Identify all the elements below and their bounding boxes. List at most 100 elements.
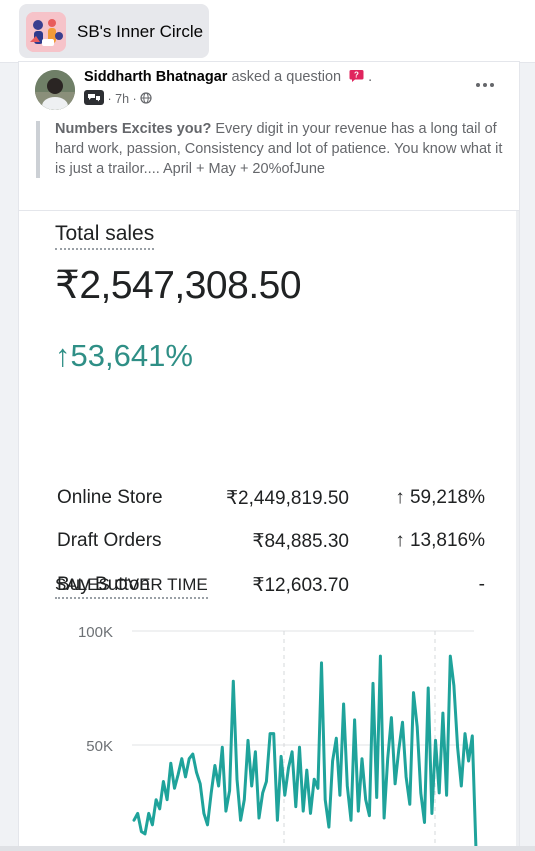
sales-point	[246, 739, 250, 742]
sales-point	[276, 819, 279, 822]
sales-point	[379, 654, 382, 658]
sales-point	[438, 791, 441, 795]
sales-point	[445, 794, 448, 797]
sales-point	[283, 794, 286, 797]
sales-point	[452, 684, 456, 687]
more-horizontal-icon	[476, 83, 494, 87]
sales-point	[342, 702, 345, 706]
sales-point	[416, 725, 419, 728]
sales-point	[132, 819, 136, 822]
post-time[interactable]: 7h	[115, 92, 130, 106]
sales-point	[169, 762, 172, 765]
sales-point	[404, 775, 408, 779]
growth-text: 53,641%	[70, 338, 193, 373]
sales-point	[191, 752, 194, 756]
sales-over-time-label: SALES OVER TIME	[55, 575, 208, 599]
y-tick-label: 50K	[86, 738, 113, 755]
bottom-edge	[0, 846, 535, 851]
sales-point	[309, 812, 312, 815]
sales-point	[375, 796, 378, 799]
sales-point	[360, 757, 364, 760]
sales-point	[184, 775, 187, 779]
sales-point	[199, 782, 202, 785]
sales-point	[463, 732, 467, 735]
channel-growth-text: 13,816%	[409, 530, 485, 551]
post-text-body: Every digit in your revenue has a long t…	[55, 121, 503, 177]
post-text-bold: Numbers Excites you?	[55, 121, 212, 137]
sales-point	[265, 780, 268, 783]
sales-point	[140, 830, 143, 833]
author-name[interactable]: Siddharth Bhatnagar	[84, 69, 228, 85]
sales-point	[397, 748, 400, 751]
sales-point	[165, 798, 169, 801]
separator-dot: ·	[132, 92, 137, 106]
sales-point	[335, 737, 338, 740]
sales-point	[272, 732, 275, 735]
top-bar: SB's Inner Circle	[0, 0, 535, 63]
author-line: Siddharth Bhatnagar asked a question ? .	[84, 69, 372, 87]
sales-point	[232, 680, 235, 683]
sales-point	[287, 766, 290, 769]
sales-point	[353, 718, 356, 722]
author-avatar[interactable]	[35, 70, 75, 110]
y-tick-label: 100K	[78, 624, 113, 641]
sales-point	[305, 768, 308, 772]
sales-point	[206, 823, 209, 826]
sales-point	[349, 819, 353, 822]
separator-dot: ·	[107, 92, 112, 106]
growth-value: ↑53,641%	[55, 338, 193, 374]
sales-report-image[interactable]: Total sales ₹2,547,308.50 ↑53,641% Onlin…	[19, 211, 519, 851]
globe-icon	[140, 91, 152, 107]
sales-point	[324, 798, 327, 801]
sales-point	[257, 816, 261, 820]
sales-point	[217, 784, 220, 788]
sales-point	[147, 812, 150, 815]
total-sales-value: ₹2,547,308.50	[55, 264, 302, 307]
question-icon: ?	[349, 69, 364, 87]
svg-text:?: ?	[354, 71, 359, 80]
sales-point	[368, 814, 371, 817]
sales-point	[430, 812, 434, 815]
channel-name: Buy Button	[57, 574, 150, 595]
group-name[interactable]: SB's Inner Circle	[77, 22, 204, 41]
sales-point	[316, 787, 320, 790]
sales-point	[393, 782, 397, 785]
sales-point	[338, 794, 342, 797]
post-header: Siddharth Bhatnagar asked a question ? .…	[19, 62, 519, 211]
sales-point	[302, 809, 305, 813]
quote-bar	[36, 121, 40, 178]
sales-point	[239, 819, 242, 822]
more-options-button[interactable]	[471, 74, 499, 98]
sales-point	[143, 832, 147, 836]
sales-point	[390, 716, 393, 719]
sales-point	[188, 757, 191, 760]
sales-point	[173, 787, 176, 790]
sales-point	[268, 732, 272, 735]
sales-point	[154, 798, 158, 801]
sales-point	[408, 803, 411, 806]
sales-point	[210, 791, 213, 795]
period-text: .	[368, 69, 373, 85]
sales-point	[195, 771, 198, 774]
sales-point	[176, 773, 180, 776]
channel-row: Draft Orders ₹84,885.30 ↑ 13,816%	[55, 530, 485, 556]
channel-amount: ₹2,449,819.50	[225, 488, 349, 509]
sales-point	[423, 821, 426, 824]
sales-point	[357, 809, 360, 813]
sales-point	[471, 734, 474, 738]
sales-point	[290, 750, 294, 753]
sales-point	[434, 739, 437, 742]
sales-point	[456, 746, 459, 749]
sales-point	[327, 825, 331, 829]
sales-point	[221, 746, 224, 749]
total-sales-label: Total sales	[55, 222, 155, 250]
channel-growth-text: -	[478, 574, 485, 595]
sales-point	[427, 686, 430, 690]
channel-growth: ↑ 59,218%	[395, 487, 485, 509]
channel-name: Online Store	[57, 487, 163, 508]
sales-point	[320, 661, 323, 665]
group-chip[interactable]: SB's Inner Circle	[19, 4, 209, 58]
channel-growth: ↑ 13,816%	[395, 530, 485, 552]
sales-point	[441, 711, 445, 715]
sales-point	[151, 823, 154, 826]
